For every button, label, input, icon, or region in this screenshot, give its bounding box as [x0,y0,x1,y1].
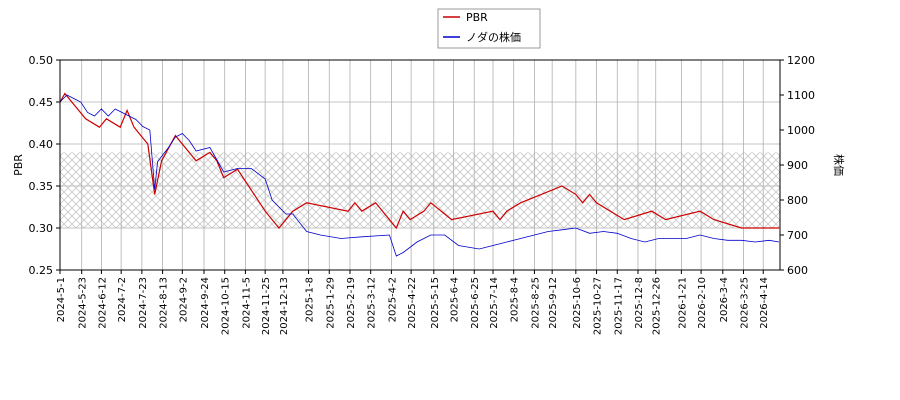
y2-tick-label: 1200 [787,54,815,67]
x-tick-label: 2024-5-23 [78,277,89,329]
x-tick-label: 2025-4-2 [387,277,398,322]
y-axis-label: PBR [12,154,25,176]
y2-tick-label: 1100 [787,89,815,102]
plot-area [59,59,780,271]
y2-axis-label: 株価 [832,154,846,176]
x-tick-label: 2025-12-8 [634,277,645,329]
x-tick-label: 2025-6-25 [470,277,481,329]
x-tick-label: 2024-7-23 [138,277,149,329]
x-tick-label: 2026-1-21 [677,277,688,329]
y2-tick-label: 800 [787,194,808,207]
y-tick-label: 0.40 [29,138,54,151]
shaded-range [60,152,780,228]
x-tick-label: 2025-1-29 [325,277,336,329]
x-tick-label: 2025-11-17 [613,277,624,335]
x-tick-label: 2025-2-19 [346,277,357,329]
x-tick-label: 2025-3-12 [367,277,378,329]
x-tick-label: 2024-9-2 [178,277,189,322]
x-tick-label: 2025-9-12 [548,277,559,329]
x-tick-label: 2024-5-1 [56,277,67,322]
x-tick-label: 2026-3-25 [740,277,751,329]
x-tick-label: 2025-10-6 [572,277,583,329]
series-line [59,94,780,257]
legend [437,8,541,49]
y-tick-label: 0.35 [29,180,54,193]
x-tick-label: 2025-7-14 [489,277,500,329]
legend-label: PBR [466,11,488,24]
y-tick-label: 0.50 [29,54,54,67]
x-tick-label: 2024-9-24 [200,277,211,329]
x-tick-label: 2025-1-8 [305,277,316,322]
y2-tick-label: 700 [787,229,808,242]
y-tick-label: 0.30 [29,222,54,235]
x-tick-label: 2025-5-15 [430,277,441,329]
y2-tick-label: 600 [787,264,808,277]
x-tick-label: 2025-6-4 [450,277,461,322]
x-tick-label: 2025-12-26 [652,277,663,335]
legend-label: ノダの株価 [466,30,521,44]
x-tick-label: 2025-4-22 [407,277,418,329]
x-tick-label: 2024-8-13 [159,277,170,329]
y-tick-label: 0.45 [29,96,54,109]
x-tick-label: 2024-10-15 [221,277,232,335]
x-tick-label: 2026-3-4 [719,277,730,322]
x-tick-label: 2024-11-25 [261,277,272,335]
x-tick-label: 2026-2-10 [697,277,708,329]
x-tick-label: 2024-6-12 [97,277,108,329]
x-tick-label: 2025-10-27 [593,277,604,335]
x-tick-label: 2026-4-14 [759,277,770,329]
x-tick-label: 2025-8-25 [530,277,541,329]
x-tick-label: 2024-11-5 [241,277,252,329]
y2-tick-label: 900 [787,159,808,172]
x-tick-label: 2024-12-13 [279,277,290,335]
x-tick-label: 2025-8-4 [510,277,521,322]
y-tick-label: 0.25 [29,264,54,277]
y2-tick-label: 1000 [787,124,815,137]
x-tick-label: 2024-7-2 [117,277,128,322]
series-line [59,92,779,230]
